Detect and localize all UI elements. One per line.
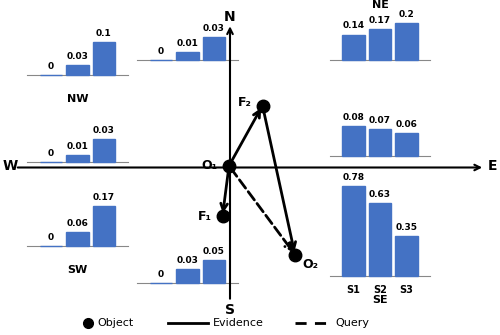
Text: 0.1: 0.1 — [96, 29, 112, 38]
Text: NE: NE — [372, 0, 388, 10]
Text: 0: 0 — [48, 149, 54, 158]
Bar — [66, 65, 89, 75]
Bar — [369, 129, 391, 156]
Text: W: W — [2, 159, 18, 173]
Bar — [203, 37, 225, 60]
Text: O₂: O₂ — [302, 258, 318, 271]
Text: Evidence: Evidence — [212, 318, 264, 328]
Bar — [395, 133, 418, 156]
Text: S3: S3 — [400, 285, 413, 295]
Text: 0.03: 0.03 — [176, 256, 199, 265]
Text: 0.63: 0.63 — [369, 190, 391, 199]
Text: 0.06: 0.06 — [396, 120, 417, 129]
Text: 0.06: 0.06 — [66, 219, 88, 228]
Text: 0.07: 0.07 — [369, 116, 391, 125]
Text: 0.17: 0.17 — [93, 193, 115, 202]
Text: 0: 0 — [48, 62, 54, 71]
Bar — [369, 29, 391, 60]
Bar — [395, 23, 418, 60]
Text: 0: 0 — [48, 233, 54, 242]
Text: F₂: F₂ — [238, 96, 252, 109]
Text: O₁: O₁ — [202, 159, 218, 172]
Bar — [342, 35, 365, 60]
Text: S: S — [225, 303, 235, 317]
Text: Object: Object — [98, 318, 134, 328]
Text: SW: SW — [68, 265, 87, 275]
Text: NW: NW — [67, 94, 88, 104]
Text: Query: Query — [335, 318, 369, 328]
Text: 0.14: 0.14 — [342, 21, 364, 30]
Bar — [93, 42, 115, 75]
Text: E: E — [488, 159, 497, 173]
Text: 0.03: 0.03 — [66, 52, 88, 61]
Text: S1: S1 — [346, 285, 360, 295]
Text: 0.35: 0.35 — [396, 223, 417, 232]
Text: 0.2: 0.2 — [398, 10, 414, 19]
Bar — [342, 186, 365, 276]
Text: 0: 0 — [158, 270, 164, 279]
Text: 0.78: 0.78 — [342, 173, 364, 182]
Text: 0.17: 0.17 — [369, 16, 391, 25]
Bar — [93, 139, 115, 162]
Text: 0.01: 0.01 — [176, 40, 199, 49]
Text: SE: SE — [372, 295, 388, 305]
Text: 0.01: 0.01 — [66, 142, 88, 151]
Text: F₁: F₁ — [198, 210, 211, 222]
Bar — [176, 269, 199, 283]
Text: 0.08: 0.08 — [342, 113, 364, 122]
Text: S2: S2 — [373, 285, 387, 295]
Text: N: N — [224, 10, 236, 24]
Bar — [342, 126, 365, 156]
Text: 0: 0 — [158, 47, 164, 56]
Text: 0.05: 0.05 — [203, 247, 225, 256]
Bar — [203, 260, 225, 283]
Text: 0.03: 0.03 — [203, 24, 225, 33]
Bar — [93, 206, 115, 246]
Bar — [369, 203, 391, 276]
Bar — [176, 53, 199, 60]
Bar — [395, 236, 418, 276]
Bar — [66, 155, 89, 162]
Text: 0.03: 0.03 — [93, 126, 115, 135]
Bar — [66, 232, 89, 246]
